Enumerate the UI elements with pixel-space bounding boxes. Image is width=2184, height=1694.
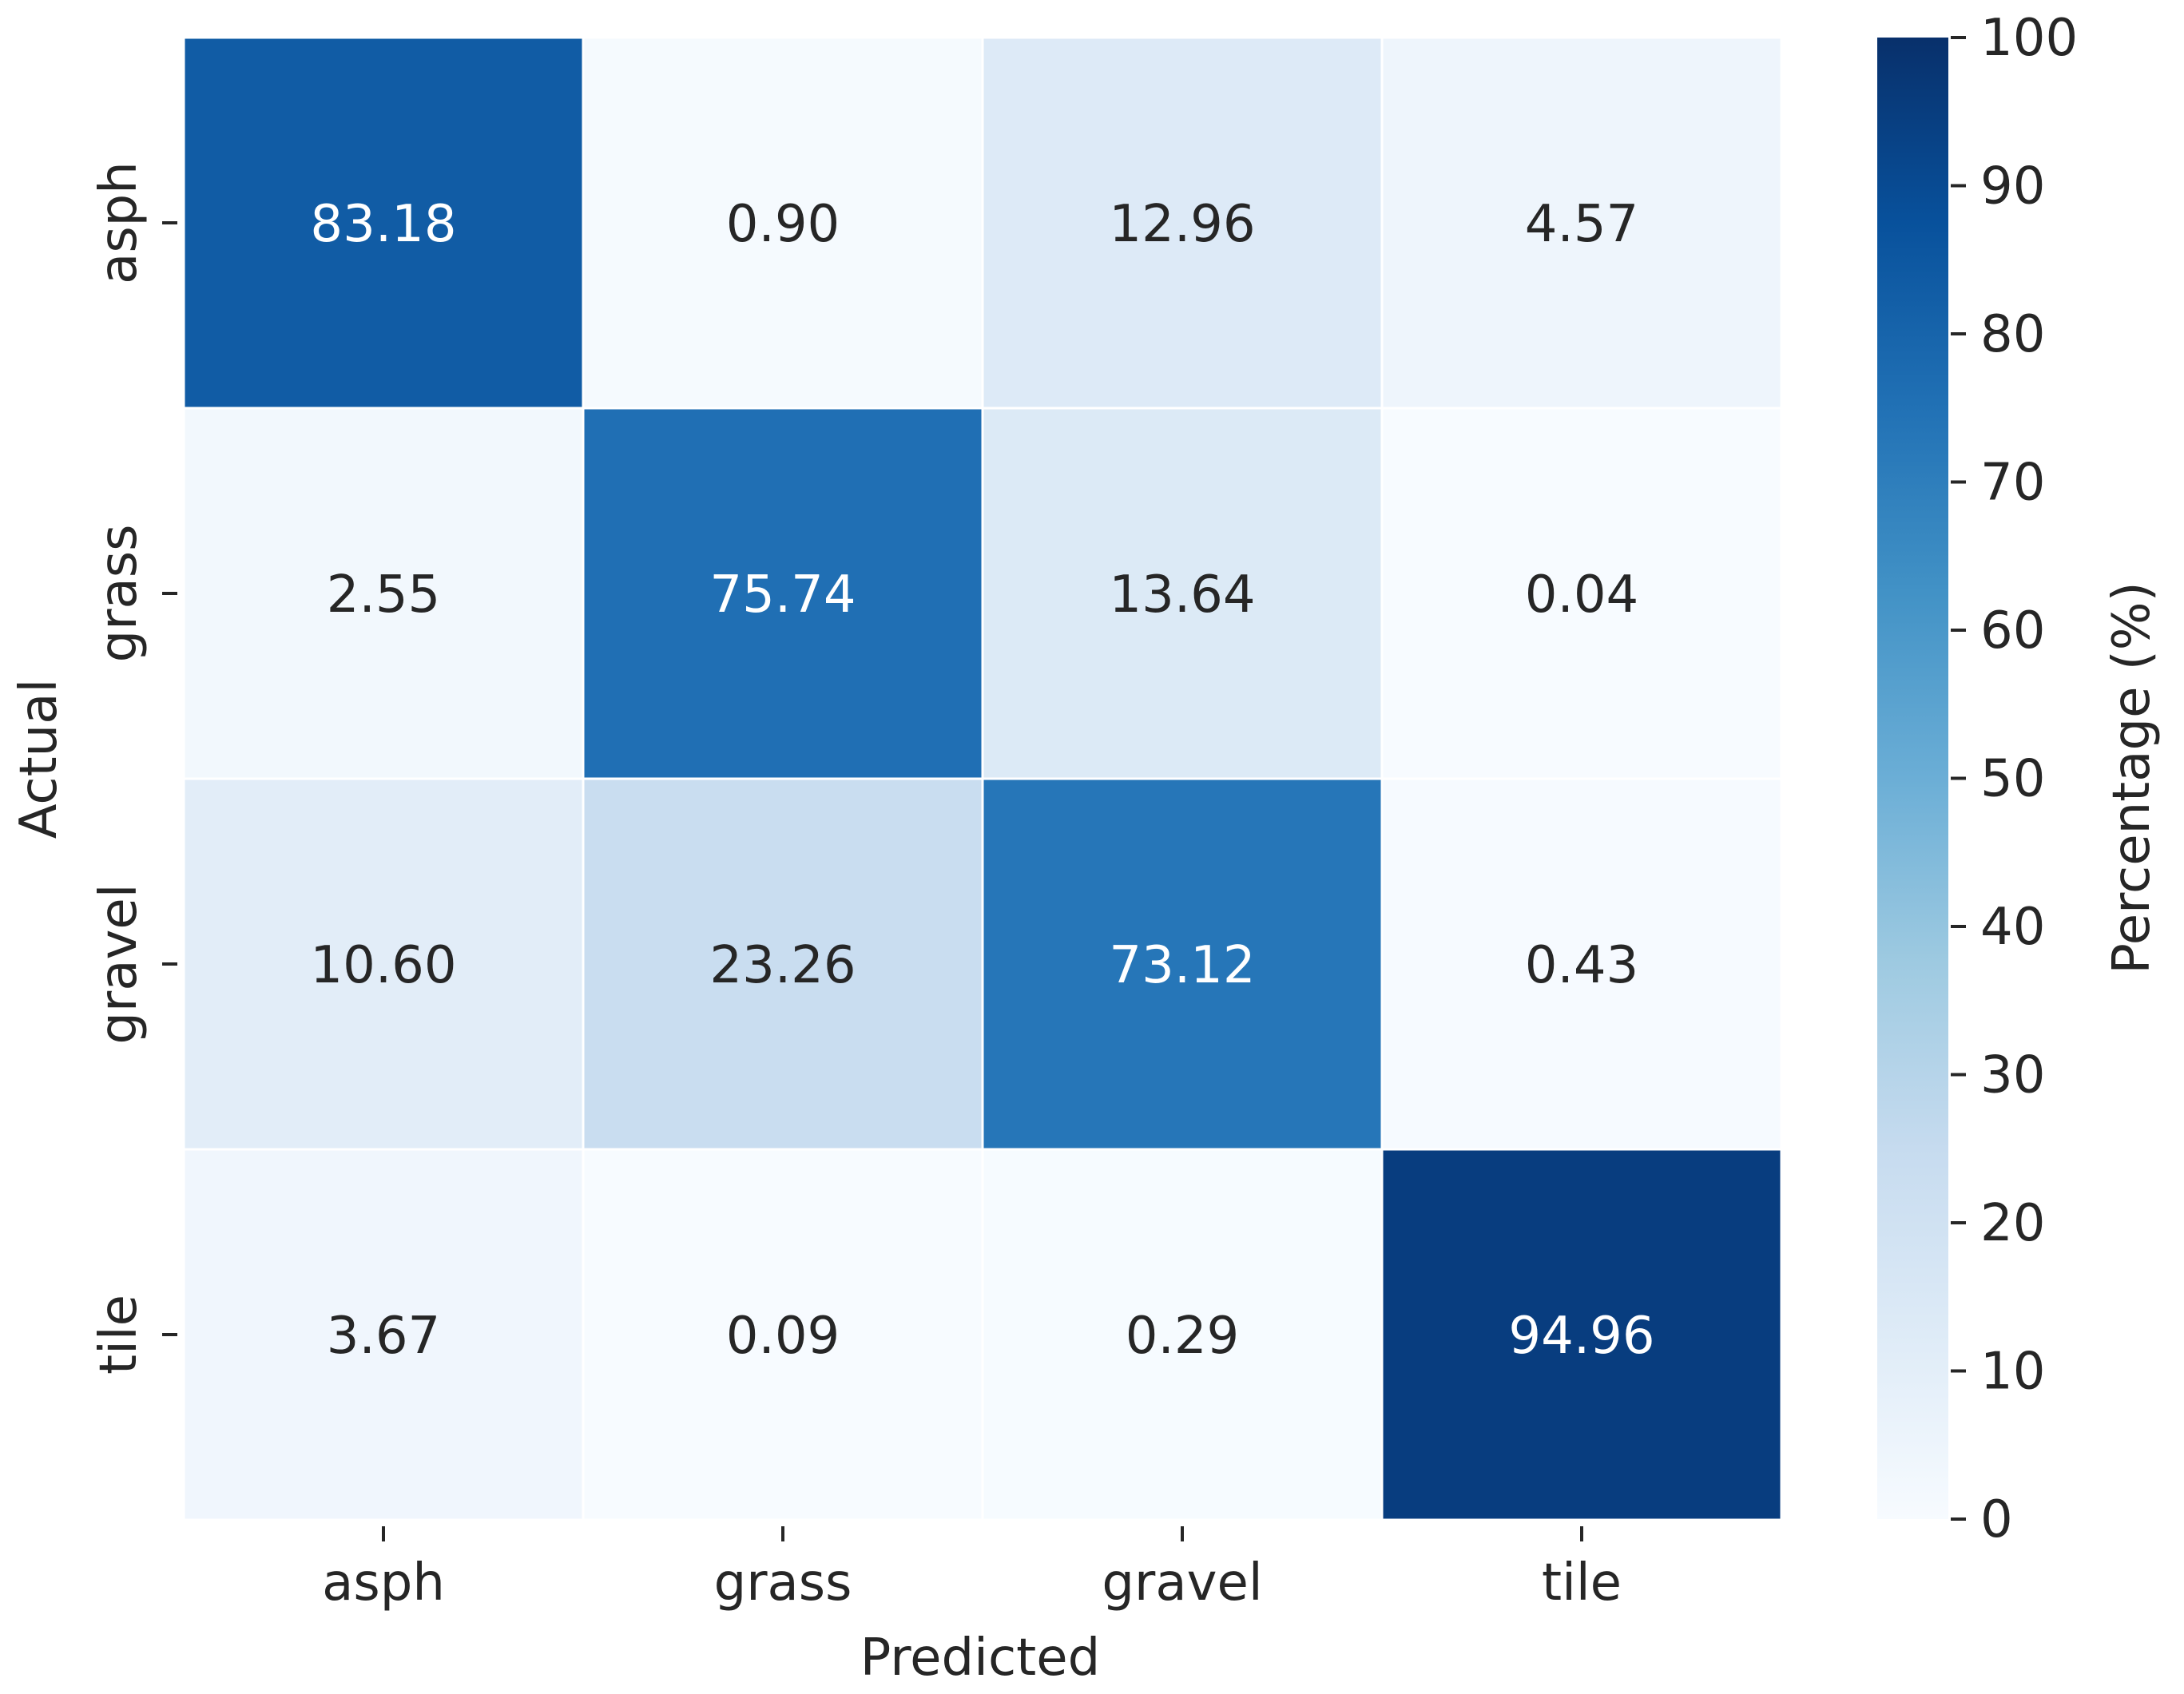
heatmap-cell	[981, 1148, 1384, 1521]
colorbar-tick-label: 80	[1980, 305, 2045, 364]
y-tick-label: asph	[89, 161, 149, 284]
colorbar-tick-label: 90	[1980, 157, 2045, 216]
colorbar-tick-label: 40	[1980, 898, 2045, 957]
y-tick-label: grass	[89, 525, 149, 663]
x-tick-label: asph	[322, 1553, 445, 1613]
y-axis-label: Actual	[10, 679, 69, 839]
heatmap-cell-label: 10.60	[310, 936, 456, 995]
heatmap-cell	[1380, 1148, 1783, 1521]
x-axis-label: Predicted	[860, 1629, 1100, 1688]
colorbar-tick-label: 50	[1980, 750, 2045, 809]
x-tick-label: gravel	[1102, 1553, 1262, 1613]
heatmap-cell	[981, 407, 1384, 780]
colorbar-label: Percentage (%)	[2103, 581, 2162, 974]
heatmap-cell-label: 0.29	[1126, 1307, 1240, 1366]
y-tick-label: tile	[89, 1295, 149, 1375]
heatmap-cell	[981, 36, 1384, 410]
heatmap-cells	[182, 36, 1783, 1521]
heatmap-cell	[582, 777, 984, 1151]
heatmap-cell-label: 13.64	[1109, 565, 1255, 625]
colorbar-tick-label: 60	[1980, 601, 2045, 661]
heatmap-cell	[182, 407, 585, 780]
colorbar	[1877, 38, 1948, 1519]
colorbar-tick-label: 100	[1980, 9, 2078, 68]
colorbar-tick-label: 0	[1980, 1490, 2013, 1549]
y-axis-ticks: asph grass gravel tile	[89, 161, 177, 1375]
heatmap-cell	[582, 36, 984, 410]
heatmap-cell-label: 73.12	[1109, 936, 1255, 995]
colorbar-tick-label: 70	[1980, 454, 2045, 513]
heatmap-cell	[1380, 777, 1783, 1151]
heatmap-cell-label: 0.09	[726, 1307, 840, 1366]
x-tick-label: grass	[714, 1553, 852, 1613]
colorbar-ticks: 0 10 20 30 40 50 60 70 80 90 100	[1951, 9, 2078, 1549]
heatmap-cell	[1380, 407, 1783, 780]
heatmap-cell-label: 4.57	[1525, 195, 1639, 254]
colorbar-tick-label: 30	[1980, 1046, 2045, 1105]
heatmap-cell	[582, 1148, 984, 1521]
heatmap-cell-label: 3.67	[327, 1307, 441, 1366]
heatmap-cell-label: 0.04	[1525, 565, 1639, 625]
heatmap-cell	[182, 1148, 585, 1521]
heatmap-cell-label: 2.55	[327, 565, 441, 625]
heatmap-cell	[182, 36, 585, 410]
heatmap-cell	[1380, 36, 1783, 410]
heatmap-cell-label: 0.90	[726, 195, 840, 254]
heatmap-cell-labels: 83.18 0.90 12.96 4.57 2.55 75.74 13.64 0.04 10.6…	[310, 195, 1654, 1366]
heatmap-cell-label: 23.26	[709, 936, 856, 995]
colorbar-tick-label: 10	[1980, 1343, 2045, 1402]
heatmap-cell	[582, 407, 984, 780]
heatmap-cell-label: 12.96	[1109, 195, 1255, 254]
heatmap-cell-label: 83.18	[310, 195, 456, 254]
x-tick-label: tile	[1542, 1553, 1622, 1613]
colorbar-tick-label: 20	[1980, 1194, 2045, 1253]
heatmap-cell-label: 75.74	[709, 565, 856, 625]
x-axis-ticks: asph grass gravel tile	[322, 1526, 1622, 1613]
heatmap-cell-label: 0.43	[1525, 936, 1639, 995]
heatmap-cell-label: 94.96	[1508, 1307, 1654, 1366]
y-tick-label: gravel	[89, 883, 149, 1044]
